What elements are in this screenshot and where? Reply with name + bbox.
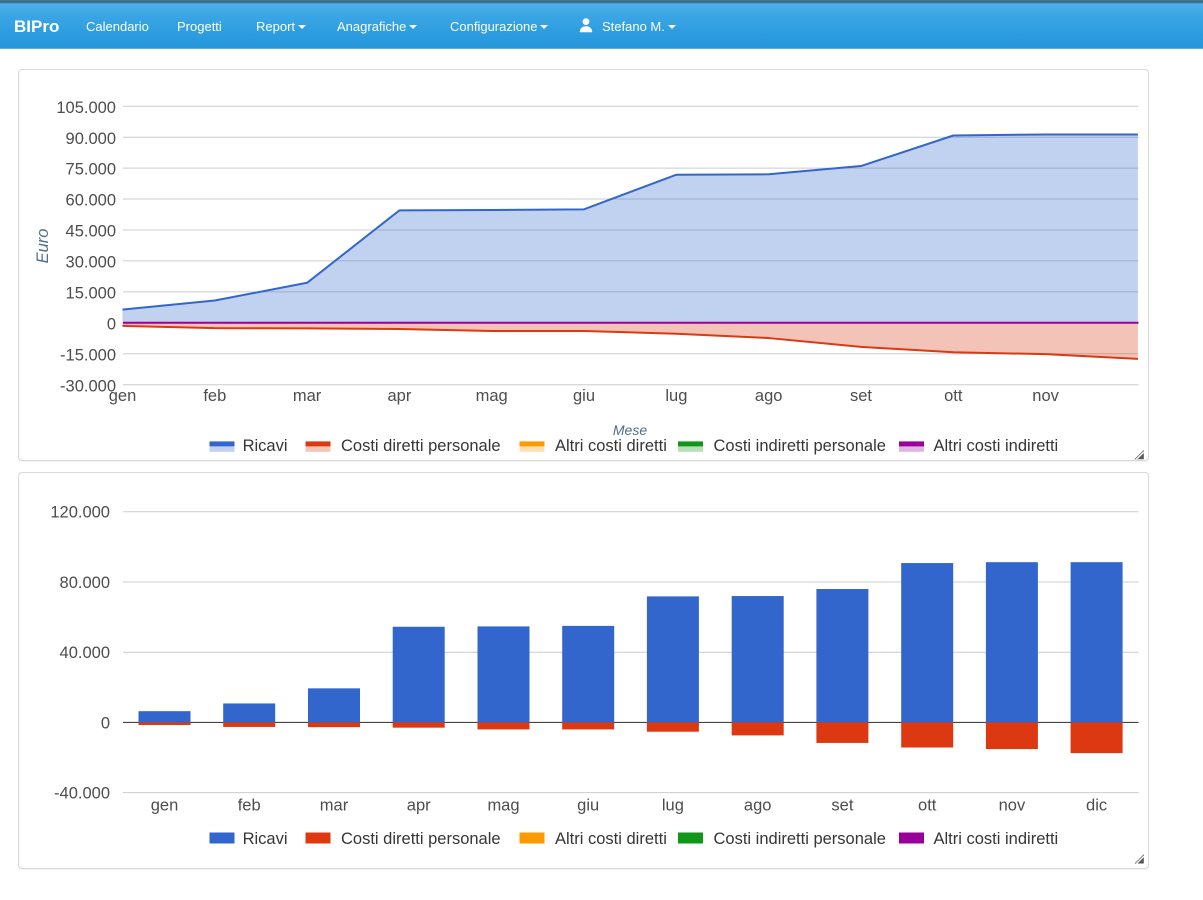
svg-text:lug: lug [665,387,687,405]
svg-text:Costi diretti personale: Costi diretti personale [341,437,501,455]
svg-text:ott: ott [918,797,937,815]
svg-text:lug: lug [662,797,684,815]
svg-text:ago: ago [755,387,783,405]
svg-text:0: 0 [107,315,116,333]
svg-text:45.000: 45.000 [66,223,116,241]
svg-text:nov: nov [1032,387,1059,405]
svg-text:ott: ott [944,387,963,405]
svg-text:feb: feb [238,797,261,815]
svg-text:ago: ago [744,797,772,815]
svg-text:-15.000: -15.000 [60,346,116,364]
svg-text:mar: mar [293,387,322,405]
svg-text:Altri costi indiretti: Altri costi indiretti [934,830,1059,848]
svg-text:Euro: Euro [34,229,52,264]
svg-text:giu: giu [577,797,599,815]
svg-text:gen: gen [151,797,179,815]
svg-text:set: set [850,387,872,405]
svg-text:apr: apr [407,797,431,815]
svg-text:Ricavi: Ricavi [243,830,288,848]
svg-text:Altri costi diretti: Altri costi diretti [555,830,667,848]
svg-text:mag: mag [487,797,519,815]
svg-text:15.000: 15.000 [66,285,116,303]
svg-text:mar: mar [320,797,349,815]
svg-text:apr: apr [387,387,411,405]
svg-text:40.000: 40.000 [60,644,110,662]
svg-text:Altri costi indiretti: Altri costi indiretti [934,437,1059,455]
svg-text:Costi diretti personale: Costi diretti personale [341,830,501,848]
svg-text:mag: mag [476,387,508,405]
svg-text:Ricavi: Ricavi [243,437,288,455]
svg-text:60.000: 60.000 [66,192,116,210]
svg-text:120.000: 120.000 [50,504,110,522]
svg-text:Costi indiretti personale: Costi indiretti personale [714,437,886,455]
svg-text:80.000: 80.000 [60,574,110,592]
svg-text:-40.000: -40.000 [54,785,110,803]
svg-text:nov: nov [999,797,1026,815]
svg-text:feb: feb [203,387,226,405]
svg-text:0: 0 [101,714,110,732]
svg-text:Costi indiretti personale: Costi indiretti personale [714,830,886,848]
svg-text:dic: dic [1086,797,1107,815]
svg-text:30.000: 30.000 [66,254,116,272]
svg-text:Mese: Mese [613,422,647,438]
svg-text:-30.000: -30.000 [60,377,116,395]
svg-text:105.000: 105.000 [56,99,116,117]
svg-text:Altri costi diretti: Altri costi diretti [555,437,667,455]
svg-text:giu: giu [573,387,595,405]
svg-text:set: set [831,797,853,815]
svg-text:75.000: 75.000 [66,161,116,179]
svg-text:90.000: 90.000 [66,130,116,148]
svg-text:gen: gen [109,387,137,405]
